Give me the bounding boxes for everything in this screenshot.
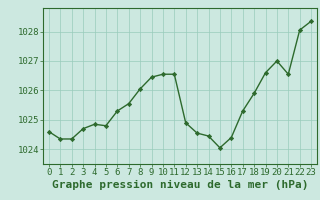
X-axis label: Graphe pression niveau de la mer (hPa): Graphe pression niveau de la mer (hPa) bbox=[52, 180, 308, 190]
